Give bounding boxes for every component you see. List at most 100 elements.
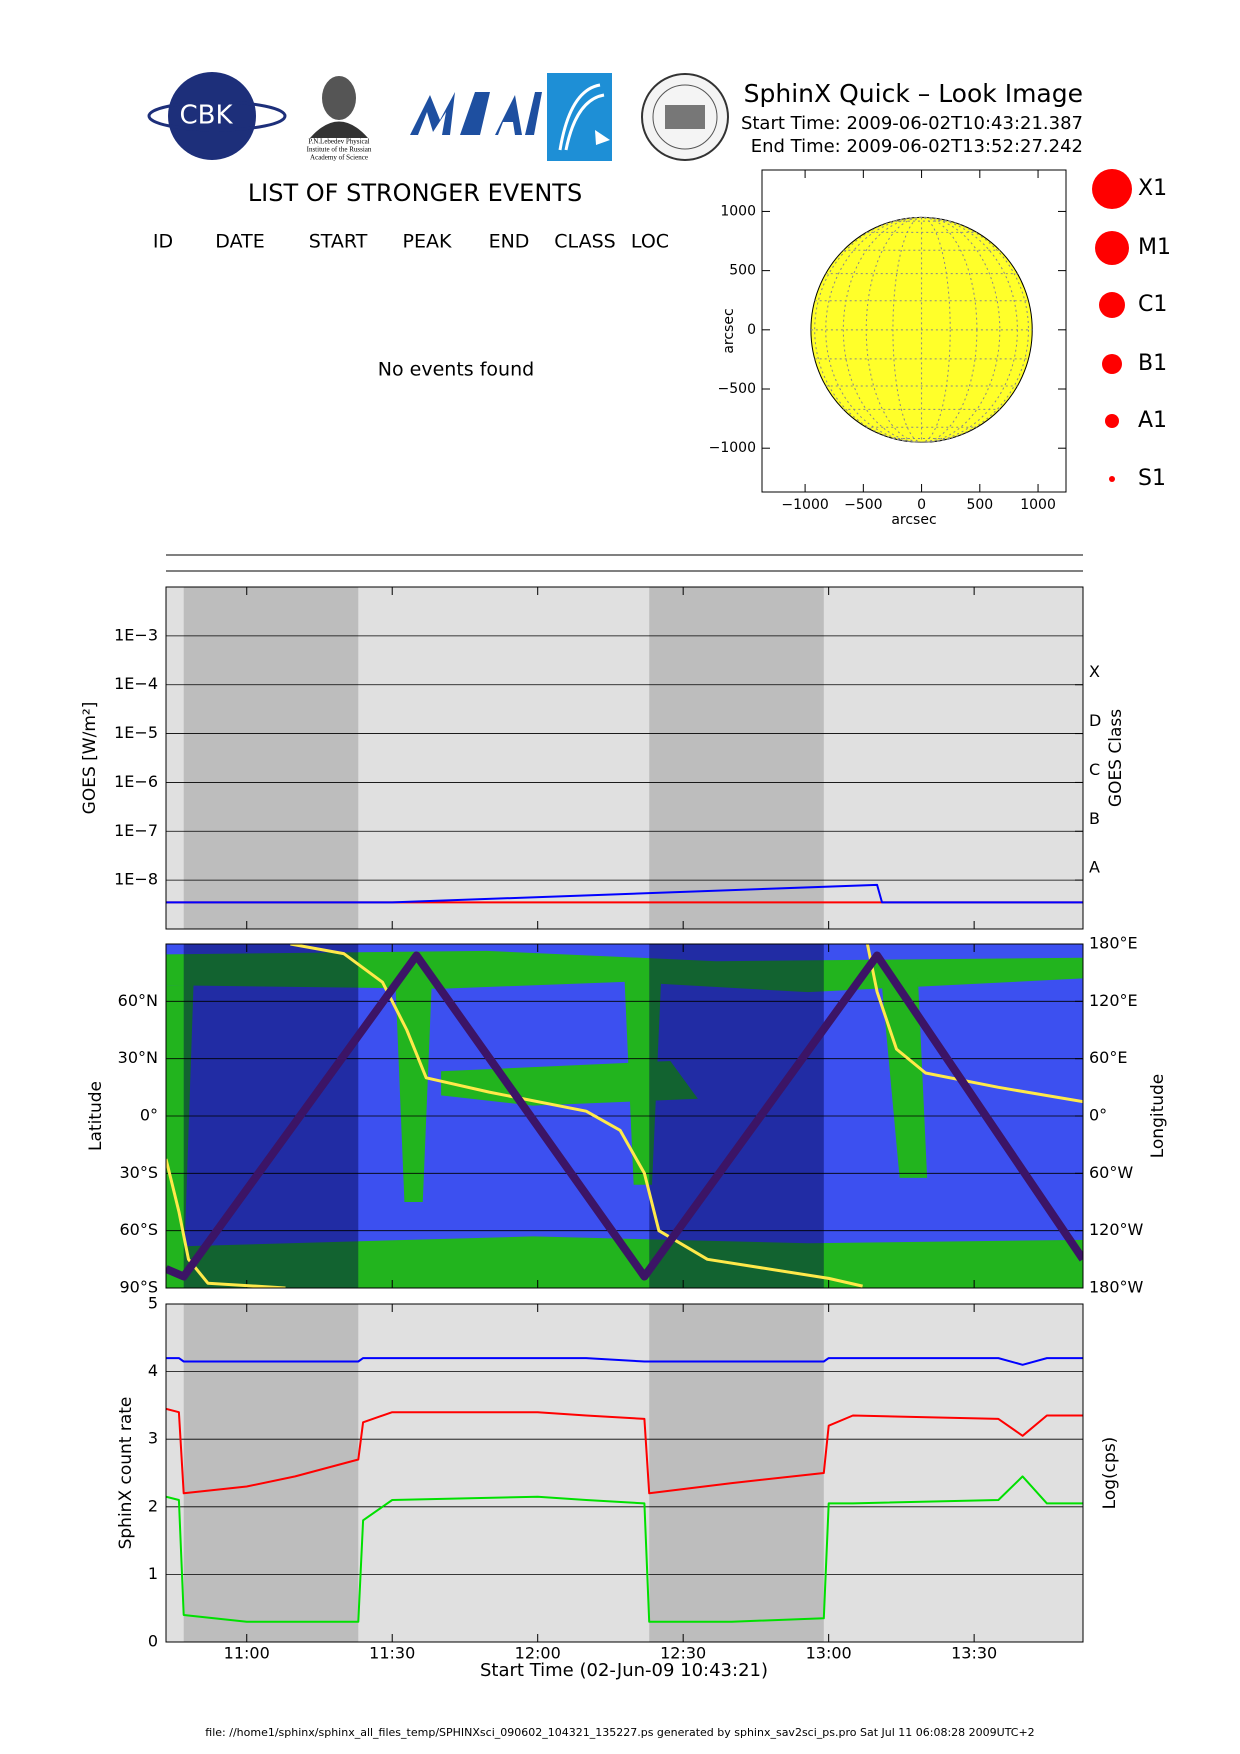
legend-marker (1095, 231, 1129, 265)
map-region (395, 978, 432, 1202)
legend-label: X1 (1138, 176, 1167, 201)
x-tick-label: 500 (966, 497, 993, 513)
series-line (166, 951, 1083, 1281)
map-region (624, 978, 662, 1185)
plot-frame (761, 169, 1067, 493)
logo-mifi (410, 92, 542, 135)
logo-text: P.N.Lebedev Physical (308, 138, 369, 146)
y2-axis-title: Longitude (1148, 1074, 1168, 1159)
y-tick-label: 2 (148, 1496, 158, 1515)
y2-tick-label: 60°E (1089, 1048, 1127, 1067)
legend-label: M1 (1138, 235, 1171, 260)
y2-axis-title: Log(cps) (1100, 1437, 1120, 1510)
footer: file: //home1/sphinx/sphinx_all_files_te… (205, 1726, 1034, 1739)
x-tick-label: 1000 (1020, 497, 1056, 513)
events-column: START (309, 231, 368, 253)
y-tick-label: 1 (148, 1564, 158, 1583)
events-column: DATE (215, 231, 264, 253)
legend-label: B1 (1138, 351, 1167, 376)
x-tick-label: 12:00 (515, 1644, 561, 1663)
longitude-grid (842, 216, 1001, 443)
legend-marker (1099, 292, 1125, 318)
logo-text: Institute of the Russian (307, 146, 372, 154)
x-tick-label: 13:00 (806, 1644, 852, 1663)
events-message: No events found (378, 359, 534, 381)
y-tick-label: 500 (729, 263, 756, 279)
events-title: LIST OF STRONGER EVENTS (248, 179, 582, 207)
y-tick-label: 60°N (118, 991, 158, 1010)
shaded-interval (649, 587, 824, 929)
logo-lebedev: P.N.Lebedev Physical Institute of the Ru… (307, 76, 372, 162)
y-axis-title: GOES [W/m²] (80, 702, 100, 815)
series-line (166, 883, 1083, 904)
y2-tick-label: A (1089, 858, 1100, 877)
logo-text: CBK (179, 101, 233, 131)
legend-marker (1105, 414, 1119, 428)
shaded-interval (183, 587, 359, 929)
y-tick-label: 4 (148, 1361, 158, 1380)
events-column: PEAK (403, 231, 452, 253)
events-column: END (489, 231, 530, 253)
y-tick-label: −1000 (709, 440, 756, 456)
x-tick-label: 12:30 (660, 1644, 706, 1663)
series-line (166, 1407, 1083, 1495)
y2-tick-label: B (1089, 809, 1100, 828)
plot-frame (165, 943, 1084, 1289)
legend-label: A1 (1138, 408, 1167, 433)
legend-marker (1102, 354, 1122, 374)
legend-marker (1092, 169, 1132, 209)
x-tick-label: 0 (917, 497, 926, 513)
y2-tick-label: 60°W (1089, 1163, 1133, 1182)
x-tick-label: 11:30 (369, 1644, 415, 1663)
y2-tick-label: D (1089, 711, 1101, 730)
y-tick-label: 1E−5 (114, 723, 158, 742)
y-tick-label: 1E−4 (114, 674, 158, 693)
y-tick-label: 1E−3 (114, 625, 158, 644)
y-tick-label: 5 (148, 1294, 158, 1313)
y2-tick-label: 0° (1089, 1106, 1107, 1125)
y-tick-label: 90°S (119, 1278, 158, 1297)
start-time: Start Time: 2009-06-02T10:43:21.387 (741, 113, 1083, 134)
map-region (166, 1236, 1083, 1288)
events-column: LOC (631, 231, 669, 253)
legend-label: C1 (1138, 292, 1167, 317)
legend-label: S1 (1138, 466, 1166, 491)
y-tick-label: 3 (148, 1429, 158, 1448)
events-column: CLASS (554, 231, 615, 253)
y-axis-title: arcsec (721, 308, 737, 353)
y2-axis-title: GOES Class (1106, 709, 1126, 807)
x-axis-title: arcsec (891, 512, 936, 528)
x-axis-title: Start Time (02-Jun-09 10:43:21) (480, 1660, 768, 1681)
logo-iki (547, 73, 612, 161)
series-line (166, 1357, 1083, 1366)
series-line (166, 1475, 1083, 1623)
plot-frame (165, 1303, 1084, 1643)
logo-university-seal (641, 73, 729, 161)
y2-tick-label: C (1089, 760, 1100, 779)
shaded-interval (649, 1304, 824, 1642)
legend-marker (1109, 476, 1115, 482)
y-axis-title: SphinX count rate (116, 1397, 136, 1550)
plot-frame (165, 586, 1084, 930)
y-tick-label: −500 (718, 381, 756, 397)
y-tick-label: 1E−8 (114, 870, 158, 889)
x-tick-label: 13:30 (951, 1644, 997, 1663)
logo-text: Academy of Science (310, 154, 368, 162)
y-tick-label: 30°S (119, 1163, 158, 1182)
y-tick-label: 1000 (720, 203, 756, 219)
y-tick-label: 1E−6 (114, 772, 158, 791)
page-title: SphinX Quick – Look Image (744, 79, 1083, 108)
y-tick-label: 60°S (119, 1220, 158, 1239)
series-line (166, 944, 1083, 1288)
x-tick-label: −500 (844, 497, 882, 513)
x-tick-label: −1000 (781, 497, 828, 513)
end-time: End Time: 2009-06-02T13:52:27.242 (751, 136, 1083, 157)
y2-tick-label: 180°W (1089, 1278, 1144, 1297)
y2-tick-label: 120°E (1089, 991, 1138, 1010)
y-axis-title: Latitude (86, 1081, 106, 1151)
y-tick-label: 0 (747, 322, 756, 338)
y2-tick-label: X (1089, 662, 1100, 681)
x-tick-label: 11:00 (224, 1644, 270, 1663)
